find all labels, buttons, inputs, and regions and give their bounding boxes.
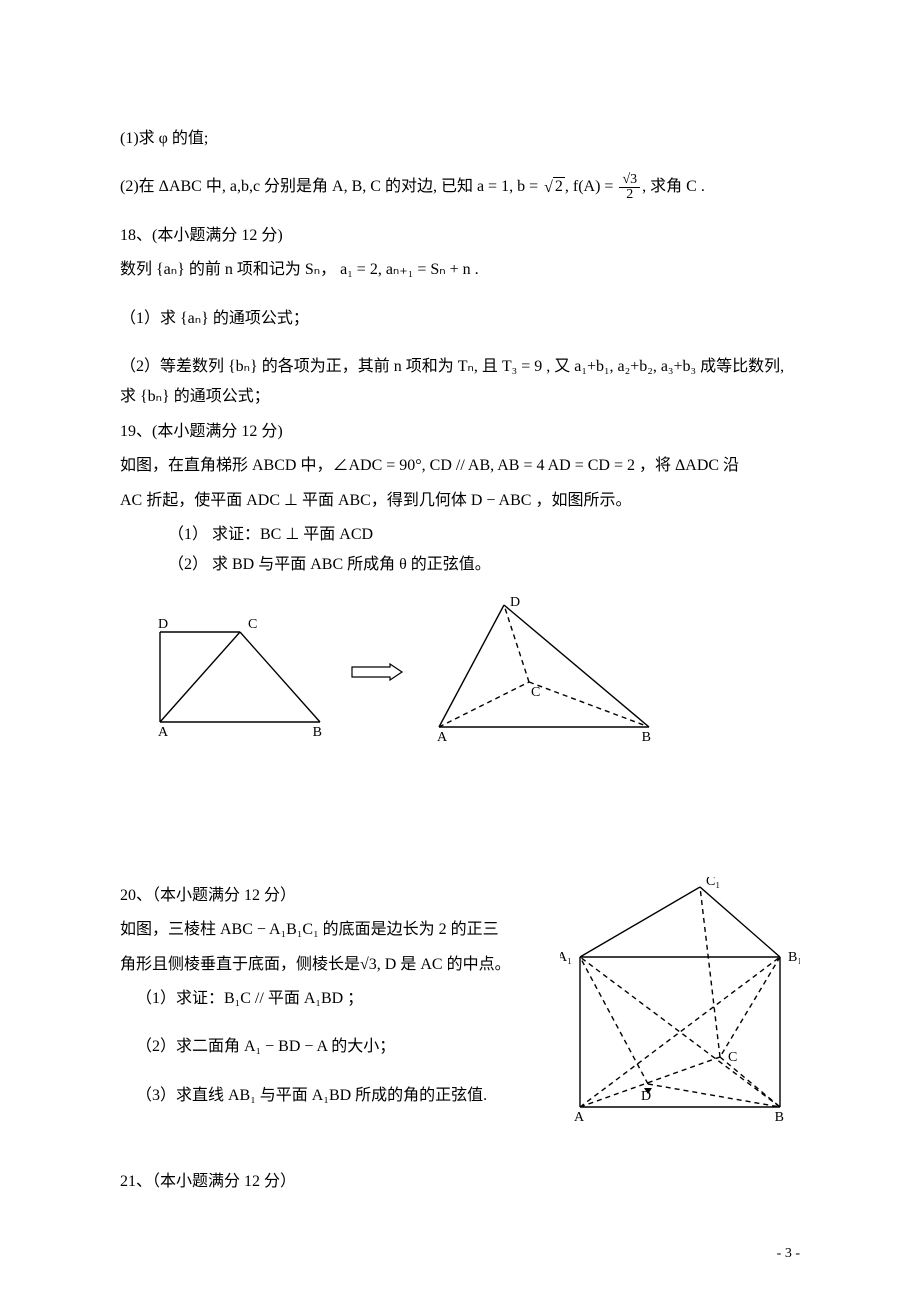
q17-part2: (2)在 ΔABC 中, a,b,c 分别是角 A, B, C 的对边, 已知 … xyxy=(120,172,800,203)
page-number: - 3 - xyxy=(777,1246,800,1262)
q20-figure-col: ABCDA₁B₁C₁ xyxy=(560,877,800,1127)
q20-header: 20、（本小题满分 12 分） xyxy=(120,881,544,911)
svg-text:D: D xyxy=(510,597,520,610)
q21-header: 21、（本小题满分 12 分） xyxy=(120,1167,800,1197)
q20-text: 20、（本小题满分 12 分） 如图，三棱柱 ABC − A₁B₁C₁ 的底面是… xyxy=(120,877,544,1115)
svg-text:C₁: C₁ xyxy=(706,877,720,889)
arrow-icon xyxy=(350,663,404,681)
sqrt-2: 2 xyxy=(542,172,565,202)
trapezoid-figure: A B C D xyxy=(150,602,330,742)
svg-text:B₁: B₁ xyxy=(788,950,800,965)
tetrahedron-figure: A B C D xyxy=(424,597,664,747)
q20-p2: （2）求二面角 A₁ − BD − A 的大小； xyxy=(136,1032,544,1062)
svg-text:B: B xyxy=(775,1110,784,1125)
svg-text:B: B xyxy=(313,725,322,740)
q19-header: 19、(本小题满分 12 分) xyxy=(120,417,800,447)
q20-intro1: 如图，三棱柱 ABC − A₁B₁C₁ 的底面是边长为 2 的正三 xyxy=(120,915,544,945)
prism-figure: ABCDA₁B₁C₁ xyxy=(560,877,800,1127)
q17-part2-post: , 求角 C . xyxy=(642,178,705,195)
q17-part1: (1)求 φ 的值; xyxy=(120,124,800,154)
svg-text:D: D xyxy=(158,617,168,632)
svg-text:A: A xyxy=(437,730,448,745)
q19-p1: （1） 求证：BC ⊥ 平面 ACD xyxy=(168,520,800,550)
q20-p3: （3）求直线 AB₁ 与平面 A₁BD 所成的角的正弦值. xyxy=(136,1081,544,1111)
q18-p2: （2）等差数列 {bₙ} 的各项为正，其前 n 项和为 Tₙ, 且 T₃ = 9… xyxy=(120,352,800,413)
page: (1)求 φ 的值; (2)在 ΔABC 中, a,b,c 分别是角 A, B,… xyxy=(0,0,920,1302)
q20-intro2: 角形且侧棱垂直于底面，侧棱长是√3, D 是 AC 的中点。 xyxy=(120,950,544,980)
fraction-root3-over-2: √32 xyxy=(619,173,640,203)
q19-figures: A B C D A B C D xyxy=(150,597,800,747)
q18-intro: 数列 {aₙ} 的前 n 项和记为 Sₙ， a₁ = 2, aₙ₊₁ = Sₙ … xyxy=(120,255,800,285)
svg-text:C: C xyxy=(248,617,257,632)
svg-text:B: B xyxy=(642,730,651,745)
svg-text:A: A xyxy=(574,1110,585,1125)
q18-header: 18、(本小题满分 12 分) xyxy=(120,221,800,251)
q17-part2-fA: , f(A) = xyxy=(565,178,618,195)
q19-p2: （2） 求 BD 与平面 ABC 所成角 θ 的正弦值。 xyxy=(168,550,800,580)
svg-text:C: C xyxy=(531,685,540,700)
q19-intro2: AC 折起，使平面 ADC ⊥ 平面 ABC，得到几何体 D − ABC ，如图… xyxy=(120,486,800,516)
q20-block: 20、（本小题满分 12 分） 如图，三棱柱 ABC − A₁B₁C₁ 的底面是… xyxy=(120,877,800,1127)
svg-text:A: A xyxy=(158,725,169,740)
q20-p1: （1）求证：B₁C // 平面 A₁BD ； xyxy=(136,984,544,1014)
q18-p1: （1）求 {aₙ} 的通项公式； xyxy=(120,304,800,334)
svg-text:C: C xyxy=(728,1050,737,1065)
q19-intro1: 如图，在直角梯形 ABCD 中，∠ADC = 90°, CD // AB, AB… xyxy=(120,451,800,481)
spacer xyxy=(120,747,800,877)
q17-part2-pre: (2)在 ΔABC 中, a,b,c 分别是角 A, B, C 的对边, 已知 … xyxy=(120,178,542,195)
svg-text:A₁: A₁ xyxy=(560,950,572,965)
